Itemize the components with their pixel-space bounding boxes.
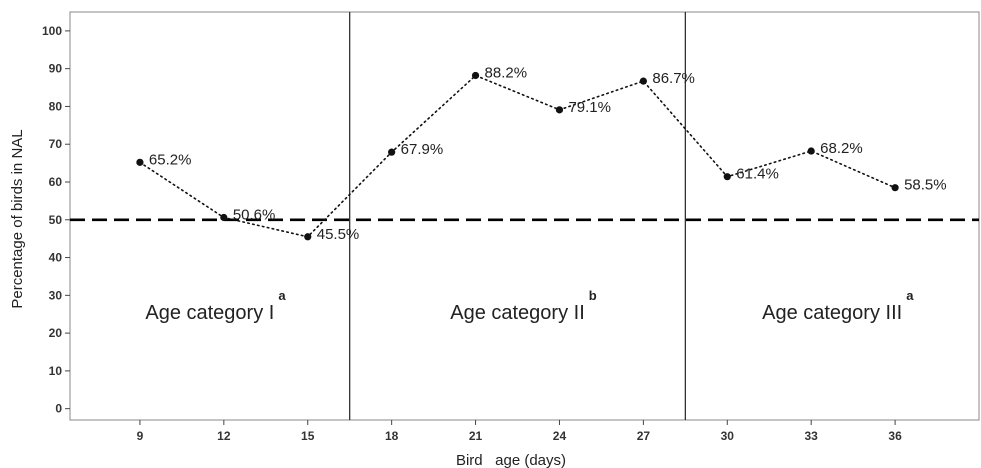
x-tick-label: 12 [217,429,231,443]
y-tick-label: 30 [49,288,63,302]
data-labels-group: 65.2% 50.6% 45.5% 67.9% 88.2% 79.1% 86.7% 61.4%… [149,64,947,242]
data-point [304,233,312,241]
x-tick-label: 15 [301,429,315,443]
y-tick-label: 100 [42,24,62,38]
series-line [139,74,896,238]
series-group [139,74,896,238]
y-tick-label: 20 [49,326,63,340]
data-point [388,148,396,156]
data-label: 50.6% [233,207,276,224]
data-point [639,77,647,85]
plot-frame [69,11,980,421]
y-axis-title: Percentage of birds in NAL [9,129,26,308]
y-tick-label: 90 [49,62,63,76]
plot-border [69,11,980,421]
y-tick-label: 0 [55,402,62,416]
data-label: 45.5% [317,226,360,243]
x-axis-title: Bird age (days) [456,452,566,468]
category-label: Age category II [450,302,585,324]
category-superscript: b [589,288,597,303]
y-tick-label: 10 [49,364,63,378]
x-tick-label: 9 [137,429,144,443]
y-tick-label: 40 [49,251,63,265]
data-point [807,147,815,155]
data-label: 67.9% [401,141,444,158]
data-label: 79.1% [568,99,611,116]
data-label: 88.2% [485,64,528,81]
data-label: 61.4% [736,166,779,183]
data-point [220,213,228,222]
category-superscript: a [278,288,286,303]
category-label: Age category III [762,302,902,324]
category-superscript: a [906,288,914,303]
data-label: 86.7% [652,70,695,87]
data-point [723,173,731,181]
x-tick-label: 18 [385,429,399,443]
x-tick-label: 36 [888,429,902,443]
category-dividers [349,12,686,420]
points-group [136,71,899,241]
x-tick-label: 30 [721,429,735,443]
x-tick-label: 21 [469,429,483,443]
data-label: 68.2% [820,140,863,157]
x-tick-label: 24 [553,429,567,443]
data-point [136,158,144,166]
category-labels-group: Age category I a Age category II b Age categ… [145,288,914,324]
data-label: 58.5% [904,177,947,194]
data-point [891,184,899,192]
y-tick-label: 60 [49,175,63,189]
data-point [555,106,564,114]
y-tick-label: 80 [49,99,63,113]
data-point [471,71,480,80]
data-label: 65.2% [149,151,192,168]
x-tick-label: 27 [637,429,651,443]
y-tick-label: 50 [49,213,63,227]
y-axis: 0 10 20 30 40 50 60 70 80 90 100 [42,24,70,416]
x-tick-label: 33 [805,429,819,443]
category-label: Age category I [145,302,274,324]
y-tick-label: 70 [49,137,63,151]
x-axis: 9 12 15 18 21 24 27 30 33 36 [137,420,902,443]
